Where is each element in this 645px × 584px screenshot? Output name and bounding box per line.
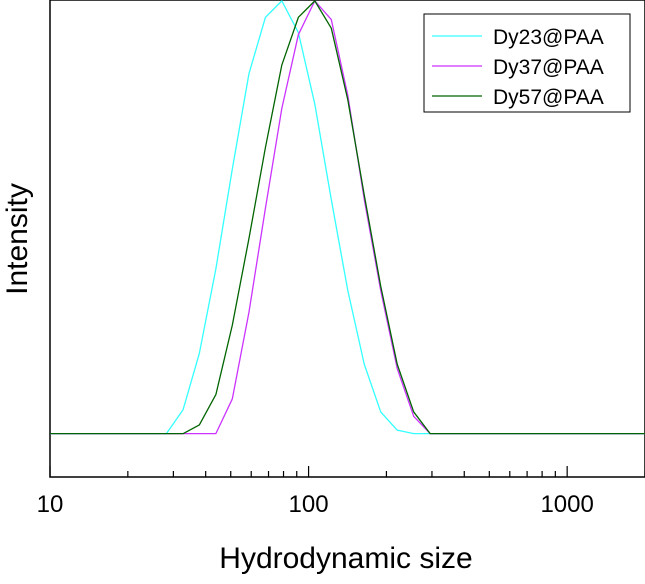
legend-label: Dy23@PAA [493,26,604,49]
series-line-dy57-paa [50,0,645,435]
x-tick-label: 1000 [540,491,593,518]
legend: Dy23@PAA Dy37@PAA Dy57@PAA [423,13,631,113]
x-axis-ticks [49,466,645,477]
x-tick-label: 10 [37,491,64,518]
plot-frame [49,0,645,478]
x-tick-label: 100 [289,491,329,518]
x-axis-tick-labels: 10 100 1000 [37,491,594,518]
y-axis-label: Intensity [1,183,34,295]
series-lines [50,0,645,435]
x-axis-label: Hydrodynamic size [219,542,472,575]
legend-label: Dy37@PAA [493,56,604,79]
series-line-dy37-paa [50,0,645,435]
legend-label: Dy57@PAA [493,86,604,109]
series-line-dy23-paa [50,0,645,435]
plot-area [49,0,645,478]
